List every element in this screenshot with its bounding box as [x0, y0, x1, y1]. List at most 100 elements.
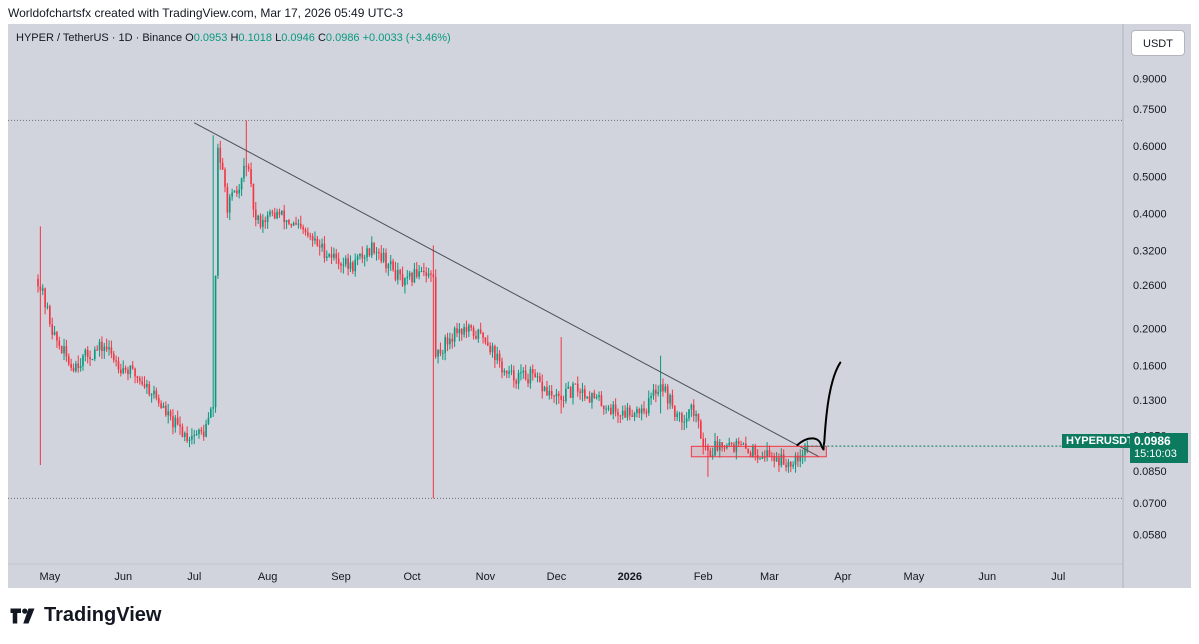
candle-body	[247, 166, 250, 169]
candle-body	[427, 273, 430, 276]
support-zone-box	[690, 445, 827, 458]
candle-body	[645, 411, 648, 414]
candle-body	[572, 383, 574, 398]
candle-body	[579, 391, 581, 393]
candle-body	[278, 211, 281, 215]
tradingview-logo-icon	[10, 608, 35, 623]
candle-body	[124, 368, 127, 370]
candle-body	[179, 424, 181, 427]
candle-body	[91, 359, 94, 361]
candle-body	[112, 353, 115, 361]
candle-body	[555, 393, 558, 397]
candle-body	[782, 454, 785, 465]
candle-body	[560, 395, 562, 400]
candle-body	[527, 379, 529, 384]
x-tick-label: Jun	[114, 571, 132, 583]
open-label: O	[185, 32, 194, 44]
candle-body	[344, 258, 347, 265]
chart-area[interactable]: 1.10000.90000.75000.60000.50000.40000.32…	[8, 24, 1191, 588]
candle-body	[321, 243, 323, 248]
candle-body	[778, 457, 780, 466]
candle-body	[117, 360, 120, 370]
candle-body	[636, 409, 638, 414]
candle-body	[439, 349, 442, 354]
candle-body	[543, 387, 546, 392]
candle-body	[697, 413, 700, 422]
candle-body	[311, 236, 314, 241]
candle-body	[280, 210, 283, 215]
candle-body	[304, 229, 307, 233]
tradingview-brand[interactable]: TradingView	[10, 604, 161, 627]
candle-body	[240, 178, 243, 190]
candle-body	[131, 365, 134, 369]
candle-body	[231, 192, 233, 197]
candle-body	[127, 369, 129, 375]
candle-body	[387, 264, 390, 269]
candle-body	[150, 394, 153, 396]
candle-body	[70, 363, 72, 368]
candle-body	[600, 395, 603, 406]
candle-body	[396, 269, 399, 280]
candle-body	[174, 417, 177, 428]
x-tick-label: Dec	[547, 571, 567, 583]
y-tick-label: 0.5000	[1133, 171, 1167, 183]
candle-body	[373, 242, 375, 253]
candle-body	[188, 439, 191, 441]
candle-body	[233, 190, 236, 193]
candle-body	[678, 413, 681, 415]
candle-body	[486, 342, 489, 346]
candle-body	[441, 352, 444, 354]
candle-body	[299, 223, 302, 227]
candle-body	[626, 407, 629, 418]
candle-body	[539, 376, 541, 382]
candle-body	[389, 261, 392, 265]
candle-body	[607, 407, 610, 409]
candle-body	[548, 390, 551, 396]
candle-body	[37, 278, 39, 287]
candle-body	[207, 417, 210, 424]
candle-body	[460, 328, 463, 335]
candle-body	[368, 248, 371, 256]
candle-body	[588, 396, 591, 403]
candle-body	[477, 329, 480, 339]
symbol-name[interactable]: HYPER / TetherUS · 1D · Binance	[16, 32, 183, 44]
currency-button[interactable]: USDT	[1131, 30, 1185, 56]
candle-body	[557, 393, 560, 396]
candle-body	[652, 389, 655, 397]
high-value: 0.1018	[238, 32, 273, 44]
candle-body	[335, 253, 338, 259]
candle-body	[219, 147, 222, 163]
candle-body	[269, 211, 271, 216]
x-tick-label: May	[39, 571, 60, 583]
candle-body	[598, 395, 600, 397]
candle-body	[465, 327, 468, 332]
candle-body	[295, 222, 297, 225]
candle-body	[489, 345, 491, 353]
candle-body	[202, 431, 205, 437]
candle-body	[200, 429, 203, 432]
candle-body	[595, 396, 598, 399]
candle-body	[89, 357, 91, 360]
candle-body	[153, 390, 155, 395]
candle-body	[316, 238, 319, 246]
candle-body	[619, 415, 622, 417]
candle-body	[245, 165, 248, 167]
x-tick-label: Jul	[1051, 571, 1065, 583]
candle-body	[655, 389, 657, 394]
candle-body	[75, 363, 77, 372]
candle-body	[418, 271, 420, 277]
candle-body	[98, 341, 101, 351]
x-tick-label: Jun	[978, 571, 996, 583]
candle-body	[640, 408, 643, 414]
y-tick-label: 0.2600	[1133, 280, 1167, 292]
candle-body	[288, 220, 290, 224]
candle-body	[79, 366, 82, 369]
candle-body	[250, 168, 252, 185]
candle-body	[51, 324, 54, 335]
candle-body	[356, 256, 359, 260]
candle-body	[453, 328, 456, 342]
candle-body	[264, 220, 267, 223]
candle-body	[610, 407, 612, 415]
candle-body	[662, 384, 664, 392]
candle-body	[541, 381, 544, 392]
